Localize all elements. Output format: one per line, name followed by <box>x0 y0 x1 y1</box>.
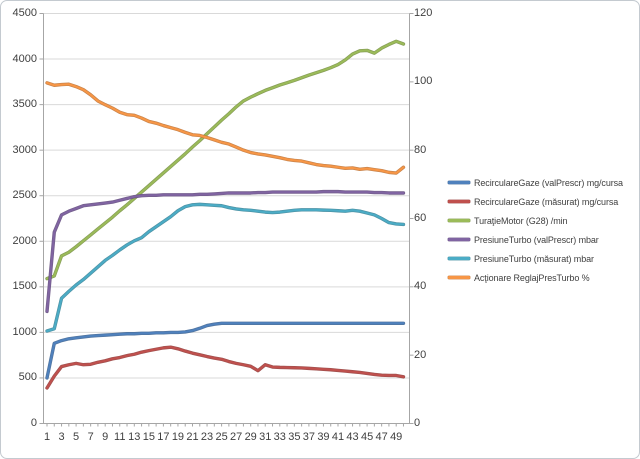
x-axis-tick-label: 49 <box>390 431 403 443</box>
x-axis-tick-label: 33 <box>273 431 286 443</box>
legend-item[interactable]: RecirculareGaze (măsurat) mg/cursa <box>448 192 623 211</box>
series-line <box>46 190 405 313</box>
x-axis-tick-label: 47 <box>375 431 388 443</box>
right-axis-tick-label: 0 <box>414 417 421 429</box>
legend-label: RecirculareGaze (valPrescr) mg/cursa <box>474 177 623 188</box>
right-axis-tick-label: 20 <box>414 348 427 361</box>
left-axis-tick-label: 500 <box>18 371 37 384</box>
x-axis-tick-label: 21 <box>186 431 199 443</box>
series-line-edge <box>45 345 406 390</box>
legend-line-marker <box>448 181 470 184</box>
right-axis-tick-label: 40 <box>414 280 427 293</box>
legend-item[interactable]: PresiuneTurbo (măsurat) mbar <box>448 249 623 268</box>
legend-line-marker <box>448 219 470 222</box>
legend-label: TuraţieMotor (G28) /min <box>474 215 568 226</box>
series-line-edge <box>45 39 406 281</box>
x-axis-tick-label: 5 <box>73 431 80 443</box>
legend-line-marker <box>448 257 470 260</box>
x-axis-tick-label: 11 <box>114 431 126 443</box>
x-axis-tick-label: 17 <box>157 431 170 443</box>
legend-item[interactable]: PresiuneTurbo (valPrescr) mbar <box>448 230 623 249</box>
left-axis-tick-label: 1000 <box>12 325 37 338</box>
legend-label: PresiuneTurbo (valPrescr) mbar <box>474 234 599 245</box>
series-line <box>46 81 405 175</box>
x-axis-tick-label: 27 <box>230 431 243 443</box>
left-axis-tick-label: 0 <box>30 417 37 429</box>
x-axis-tick-label: 35 <box>288 431 301 443</box>
x-axis-tick-label: 31 <box>259 431 272 443</box>
series-line <box>46 203 405 333</box>
legend-line-marker <box>448 200 470 203</box>
legend-item[interactable]: Acţionare ReglajPresTurbo % <box>448 268 623 287</box>
series-line <box>46 40 405 280</box>
x-axis-tick-label: 45 <box>360 431 374 443</box>
left-axis-tick-label: 2500 <box>12 189 37 202</box>
legend-line-marker <box>448 276 470 279</box>
x-axis-tick-label: 43 <box>346 431 359 443</box>
left-axis-tick-label: 3500 <box>12 98 37 111</box>
left-axis-tick-label: 4000 <box>12 52 37 65</box>
series-line <box>46 322 405 379</box>
series-line-edge <box>45 321 406 380</box>
legend-label: Acţionare ReglajPresTurbo % <box>474 272 590 283</box>
legend-label: PresiuneTurbo (măsurat) mbar <box>474 253 594 264</box>
x-axis-tick-label: 13 <box>128 431 141 443</box>
x-axis-tick-label: 1 <box>43 431 51 443</box>
legend-label: RecirculareGaze (măsurat) mg/cursa <box>474 196 619 207</box>
x-axis-tick-label: 9 <box>102 431 109 443</box>
legend-line-marker <box>448 238 470 241</box>
left-axis-tick-label: 4500 <box>12 7 37 19</box>
right-axis-tick-label: 100 <box>414 75 433 88</box>
x-axis-tick-label: 7 <box>87 431 94 443</box>
left-axis-tick-label: 2000 <box>12 234 37 247</box>
legend-item[interactable]: TuraţieMotor (G28) /min <box>448 211 623 230</box>
x-axis-tick-label: 15 <box>142 431 155 443</box>
x-axis-tick-label: 19 <box>171 431 185 443</box>
series-line-edge <box>45 202 406 333</box>
x-axis-tick-label: 39 <box>317 431 330 443</box>
left-axis-tick-label: 3000 <box>12 143 37 156</box>
x-axis-tick-label: 25 <box>215 431 228 443</box>
series-line-edge <box>45 81 406 175</box>
x-axis-tick-label: 23 <box>200 431 214 443</box>
right-axis-tick-label: 80 <box>414 143 427 156</box>
legend-item[interactable]: RecirculareGaze (valPrescr) mg/cursa <box>448 173 623 192</box>
right-axis-tick-label: 60 <box>414 212 427 224</box>
series-line <box>46 346 405 389</box>
right-axis-tick-label: 120 <box>414 7 433 19</box>
x-axis-tick-label: 29 <box>244 431 257 443</box>
x-axis-tick-label: 37 <box>302 431 316 443</box>
left-axis-tick-label: 1500 <box>12 280 37 293</box>
x-axis-tick-label: 41 <box>331 431 345 443</box>
x-axis-tick-label: 3 <box>58 431 65 443</box>
chart-legend: RecirculareGaze (valPrescr) mg/cursa Reci… <box>448 173 623 287</box>
